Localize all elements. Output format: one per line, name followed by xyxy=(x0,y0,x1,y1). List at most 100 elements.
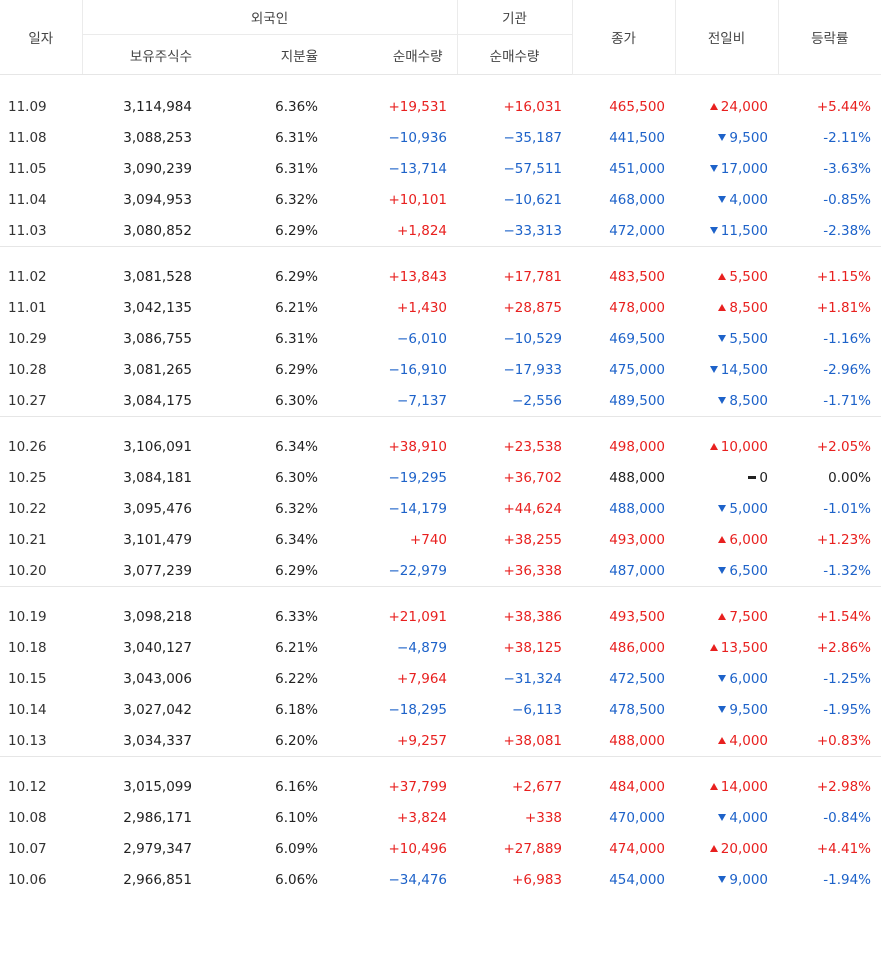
cell-foreign-net: +9,257 xyxy=(397,732,448,749)
triangle-down-icon xyxy=(718,504,727,512)
cell-ratio: 6.33% xyxy=(275,608,318,625)
triangle-down-icon xyxy=(718,674,727,682)
cell-rate: -3.63% xyxy=(823,160,872,177)
cell-date: 10.12 xyxy=(8,778,47,795)
cell-holdings: 3,040,127 xyxy=(123,639,192,656)
cell-change: 10,000 xyxy=(675,431,778,462)
cell-close: 472,000 xyxy=(609,222,666,239)
change-value: 5,500 xyxy=(729,330,769,347)
cell-rate: 0.00% xyxy=(828,469,872,486)
cell-ratio: 6.16% xyxy=(275,778,318,795)
cell-foreign-net: −7,137 xyxy=(397,392,448,409)
cell-date: 10.26 xyxy=(8,438,47,455)
cell-foreign-net: +10,101 xyxy=(388,191,448,208)
cell-rate: +2.86% xyxy=(816,639,872,656)
cell-close: 465,500 xyxy=(609,98,666,115)
cell-institution-net: +23,538 xyxy=(503,438,563,455)
table-row: 10.19 3,098,218 6.33% +21,091 +38,386 493,500… xyxy=(0,601,881,632)
cell-change: 4,000 xyxy=(675,725,778,757)
cell-ratio: 6.06% xyxy=(275,871,318,888)
cell-date: 10.06 xyxy=(8,871,47,888)
cell-close: 474,000 xyxy=(609,840,666,857)
cell-ratio: 6.29% xyxy=(275,222,318,239)
cell-change: 9,500 xyxy=(675,694,778,725)
header-close: 종가 xyxy=(571,0,676,75)
cell-rate: -2.96% xyxy=(823,361,872,378)
cell-rate: +1.54% xyxy=(816,608,872,625)
change-value: 14,000 xyxy=(720,778,769,795)
cell-institution-net: −2,556 xyxy=(512,392,563,409)
cell-close: 489,500 xyxy=(609,392,666,409)
triangle-down-icon xyxy=(709,164,718,172)
change-value: 7,500 xyxy=(729,608,769,625)
cell-close: 451,000 xyxy=(609,160,666,177)
cell-holdings: 3,106,091 xyxy=(123,438,192,455)
cell-foreign-net: +1,824 xyxy=(397,222,448,239)
change-value: 0 xyxy=(759,469,769,486)
table-row: 10.21 3,101,479 6.34% +740 +38,255 493,000 6,0… xyxy=(0,524,881,555)
cell-holdings: 3,034,337 xyxy=(123,732,192,749)
cell-holdings: 3,042,135 xyxy=(123,299,192,316)
cell-foreign-net: −4,879 xyxy=(397,639,448,656)
cell-change: 8,500 xyxy=(675,292,778,323)
investor-trading-table: 일자 외국인 기관 종가 전일비 등락률 보유주식수 지분율 순매수량 순매수량… xyxy=(0,0,881,896)
cell-date: 10.21 xyxy=(8,531,47,548)
change-value: 9,500 xyxy=(729,701,769,718)
cell-rate: +1.15% xyxy=(816,268,872,285)
cell-institution-net: +27,889 xyxy=(503,840,563,857)
table-row: 10.13 3,034,337 6.20% +9,257 +38,081 488,000 4… xyxy=(0,725,881,757)
cell-foreign-net: −18,295 xyxy=(388,701,448,718)
cell-close: 488,000 xyxy=(609,732,666,749)
cell-holdings: 3,098,218 xyxy=(123,608,192,625)
cell-institution-net: +338 xyxy=(524,809,563,826)
group-separator xyxy=(0,756,881,771)
cell-foreign-net: +21,091 xyxy=(388,608,448,625)
cell-rate: -1.32% xyxy=(823,562,872,579)
cell-foreign-net: +38,910 xyxy=(388,438,448,455)
table-row: 10.26 3,106,091 6.34% +38,910 +23,538 498,000… xyxy=(0,431,881,462)
table-body: 11.09 3,114,984 6.36% +19,531 +16,031 465,500… xyxy=(0,75,881,896)
triangle-up-icon xyxy=(709,643,718,651)
cell-close: 441,500 xyxy=(609,129,666,146)
cell-foreign-net: +37,799 xyxy=(388,778,448,795)
header-rate: 등락률 xyxy=(777,0,881,75)
cell-close: 493,000 xyxy=(609,531,666,548)
cell-institution-net: +2,677 xyxy=(512,778,563,795)
cell-foreign-net: −6,010 xyxy=(397,330,448,347)
triangle-down-icon xyxy=(718,813,727,821)
cell-rate: +1.23% xyxy=(816,531,872,548)
cell-ratio: 6.30% xyxy=(275,392,318,409)
cell-institution-net: +36,702 xyxy=(503,469,563,486)
cell-change: 9,500 xyxy=(675,122,778,153)
cell-institution-net: +28,875 xyxy=(503,299,563,316)
cell-close: 478,000 xyxy=(609,299,666,316)
cell-date: 10.19 xyxy=(8,608,47,625)
table-row: 11.04 3,094,953 6.32% +10,101 −10,621 468,000… xyxy=(0,184,881,215)
table-row: 10.12 3,015,099 6.16% +37,799 +2,677 484,000 1… xyxy=(0,771,881,802)
cell-close: 488,000 xyxy=(609,469,666,486)
change-value: 8,500 xyxy=(729,392,769,409)
cell-close: 472,500 xyxy=(609,670,666,687)
group-separator xyxy=(0,586,881,601)
change-value: 6,500 xyxy=(729,562,769,579)
cell-ratio: 6.29% xyxy=(275,562,318,579)
cell-holdings: 3,088,253 xyxy=(123,129,192,146)
cell-rate: -1.71% xyxy=(823,392,872,409)
cell-ratio: 6.30% xyxy=(275,469,318,486)
cell-institution-net: +38,386 xyxy=(503,608,563,625)
cell-change: 0 xyxy=(675,462,778,493)
triangle-up-icon xyxy=(718,535,727,543)
cell-ratio: 6.36% xyxy=(275,98,318,115)
cell-holdings: 3,090,239 xyxy=(123,160,192,177)
cell-holdings: 2,966,851 xyxy=(123,871,192,888)
change-value: 9,000 xyxy=(729,871,769,888)
cell-institution-net: −33,313 xyxy=(503,222,563,239)
cell-foreign-net: +10,496 xyxy=(388,840,448,857)
cell-date: 10.22 xyxy=(8,500,47,517)
change-value: 8,500 xyxy=(729,299,769,316)
cell-ratio: 6.31% xyxy=(275,129,318,146)
cell-ratio: 6.10% xyxy=(275,809,318,826)
cell-close: 486,000 xyxy=(609,639,666,656)
table-row: 11.03 3,080,852 6.29% +1,824 −33,313 472,000 1… xyxy=(0,215,881,247)
cell-institution-net: +36,338 xyxy=(503,562,563,579)
